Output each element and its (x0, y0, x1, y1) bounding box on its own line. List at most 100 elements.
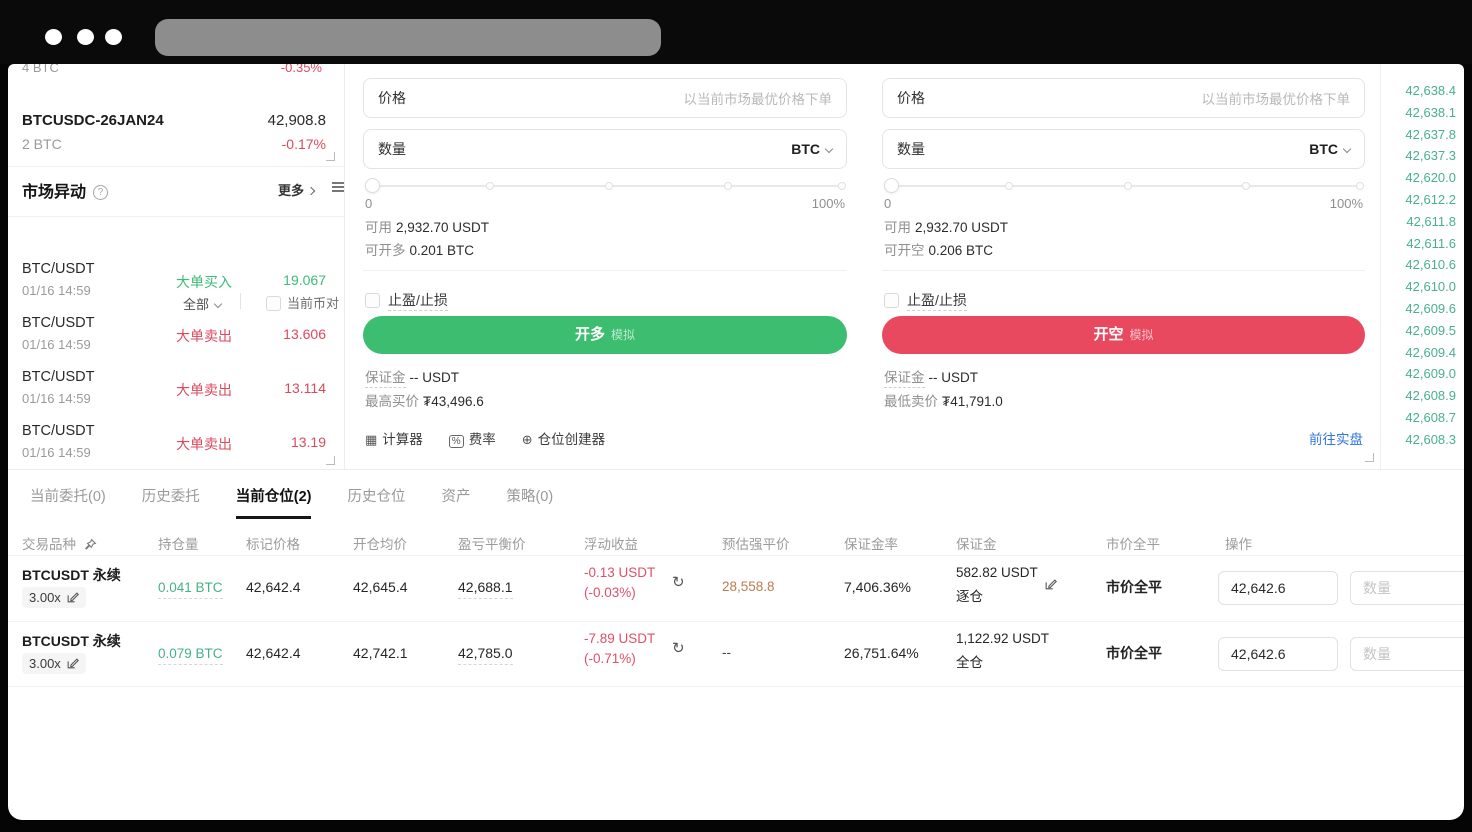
amount-slider[interactable] (365, 178, 847, 193)
ask-price[interactable]: 42,637.8 (1405, 126, 1456, 142)
share-pnl-icon[interactable]: ↻ (672, 574, 685, 591)
unit-dropdown[interactable]: BTC (1309, 141, 1352, 157)
amount-input[interactable]: 数量 BTC (363, 129, 847, 169)
tab-strategy[interactable]: 策略(0) (506, 489, 554, 505)
ask-price[interactable]: 42,610.6 (1405, 257, 1456, 273)
ask-price[interactable]: 42,608.9 (1405, 388, 1456, 404)
slider-tick[interactable] (1004, 182, 1013, 190)
ask-price[interactable]: 42,612.2 (1405, 191, 1456, 207)
go-live-link[interactable]: 前往实盘 (1309, 432, 1363, 447)
slider-tick[interactable] (724, 182, 732, 190)
tab-assets[interactable]: 资产 (441, 489, 471, 505)
position-qty[interactable]: 0.041 BTC (158, 580, 223, 599)
ask-price[interactable]: 42,638.4 (1405, 83, 1456, 98)
resize-corner-icon[interactable] (326, 456, 335, 465)
pin-icon[interactable] (84, 538, 97, 551)
leverage-badge[interactable]: 3.00x (22, 587, 86, 608)
col-header-label: 浮动收益 (584, 537, 638, 556)
position-symbol[interactable]: BTCUSDT 永续 (22, 567, 121, 583)
market-close-button[interactable]: 市价全平 (1106, 645, 1162, 661)
ticker-symbol[interactable]: BTCUSDC-26JAN24 (22, 112, 164, 129)
pnl-percent: (-0.03%) (584, 585, 636, 600)
share-pnl-icon[interactable]: ↻ (672, 640, 685, 657)
slider-tick[interactable] (486, 182, 494, 190)
resize-corner-icon[interactable] (326, 152, 335, 161)
demo-tag: 模拟 (611, 328, 636, 342)
filter-all-dropdown[interactable]: 全部 (183, 294, 223, 313)
breakeven-price: 42,785.0 (458, 645, 513, 665)
ask-price[interactable]: 42,609.4 (1405, 344, 1456, 360)
ask-price[interactable]: 42,611.8 (1406, 213, 1456, 229)
tab-position-history[interactable]: 历史仓位 (347, 489, 406, 505)
position-symbol[interactable]: BTCUSDT 永续 (22, 633, 121, 649)
pnl-percent: (-0.71%) (584, 651, 636, 666)
close-price-input[interactable] (1218, 571, 1338, 605)
more-link[interactable]: 更多 (278, 180, 316, 199)
mover-row[interactable]: BTC/USDT 01/16 14:59 大单买入 19.067 (8, 259, 344, 311)
amount-input[interactable]: 数量 BTC (882, 129, 1365, 169)
fees-tool[interactable]: % 费率 (448, 428, 496, 448)
slider-tick[interactable] (1356, 182, 1365, 190)
ask-price[interactable]: 42,608.3 (1405, 431, 1456, 447)
slider-tick[interactable] (1123, 182, 1132, 190)
col-header-mark: 标记价格 (246, 533, 300, 556)
resize-corner-icon[interactable] (1365, 453, 1374, 462)
close-price-input[interactable] (1218, 637, 1338, 671)
ask-price[interactable]: 42,610.0 (1405, 279, 1456, 295)
open-long-button[interactable]: 开多 模拟 (363, 316, 847, 354)
current-pair-checkbox[interactable]: 当前币对 (260, 293, 339, 312)
divider (240, 293, 241, 309)
market-close-button[interactable]: 市价全平 (1106, 579, 1162, 595)
slider-tick[interactable] (1242, 182, 1251, 190)
calculator-tool[interactable]: ▦ 计算器 (365, 428, 423, 448)
checkbox-icon[interactable] (884, 293, 899, 308)
amount-label: 数量 (378, 141, 406, 157)
slider-tick[interactable] (605, 182, 613, 190)
edit-icon[interactable] (66, 657, 79, 670)
ask-price[interactable]: 42,609.0 (1405, 366, 1456, 382)
window-control-dot[interactable] (77, 29, 94, 45)
market-movers-label: 市场异动 (22, 184, 87, 201)
ask-price[interactable]: 42,620.0 (1405, 170, 1456, 186)
slider-thumb[interactable] (365, 178, 380, 193)
amount-slider[interactable] (884, 178, 1365, 193)
menu-icon[interactable] (332, 182, 344, 192)
price-input[interactable]: 价格 以当前市场最优价格下单 (363, 78, 847, 118)
position-qty[interactable]: 0.079 BTC (158, 646, 223, 665)
help-icon[interactable]: ? (93, 185, 109, 200)
ask-price[interactable]: 42,638.1 (1405, 104, 1456, 120)
window-control-dot[interactable] (105, 29, 122, 45)
unit-dropdown[interactable]: BTC (791, 141, 834, 157)
price-input[interactable]: 价格 以当前市场最优价格下单 (882, 78, 1365, 118)
tab-open-orders[interactable]: 当前委托(0) (30, 489, 106, 505)
tpsl-checkbox[interactable]: 止盈/止损 (884, 290, 967, 311)
checkbox-icon[interactable] (266, 296, 281, 311)
mover-row[interactable]: BTC/USDT 01/16 14:59 大单卖出 13.19 (8, 421, 344, 473)
ask-price[interactable]: 42,637.3 (1405, 148, 1456, 164)
tpsl-checkbox[interactable]: 止盈/止损 (365, 290, 448, 311)
open-short-button[interactable]: 开空 模拟 (882, 316, 1365, 354)
mover-row[interactable]: BTC/USDT 01/16 14:59 大单卖出 13.606 (8, 313, 344, 365)
window-control-dot[interactable] (45, 29, 62, 45)
checkbox-icon[interactable] (365, 293, 380, 308)
position-builder-tool[interactable]: ⊕ 仓位创建器 (522, 428, 605, 448)
slider-tick[interactable] (838, 182, 847, 190)
close-qty-input[interactable] (1350, 571, 1464, 605)
available-row: 可用 2,932.70 USDT (365, 216, 489, 236)
ticker-row-partial[interactable]: 4 BTC -0.35% (8, 64, 344, 76)
slider-thumb[interactable] (884, 178, 899, 193)
leverage-badge[interactable]: 3.00x (22, 653, 86, 674)
ask-price[interactable]: 42,609.5 (1405, 322, 1456, 338)
close-qty-input[interactable] (1350, 637, 1464, 671)
edit-icon[interactable] (66, 591, 79, 604)
ask-price[interactable]: 42,611.6 (1406, 235, 1456, 251)
ask-price[interactable]: 42,608.7 (1405, 409, 1456, 425)
tab-order-history[interactable]: 历史委托 (141, 489, 200, 505)
mover-row[interactable]: BTC/USDT 01/16 14:59 大单卖出 13.114 (8, 367, 344, 419)
edit-margin-icon[interactable] (1044, 578, 1057, 591)
tab-current-positions[interactable]: 当前仓位(2) (235, 485, 312, 519)
address-bar[interactable] (155, 19, 661, 56)
ask-price[interactable]: 42,609.6 (1405, 300, 1456, 316)
chevron-down-icon (824, 144, 834, 154)
mover-type: 大单卖出 (176, 382, 232, 398)
